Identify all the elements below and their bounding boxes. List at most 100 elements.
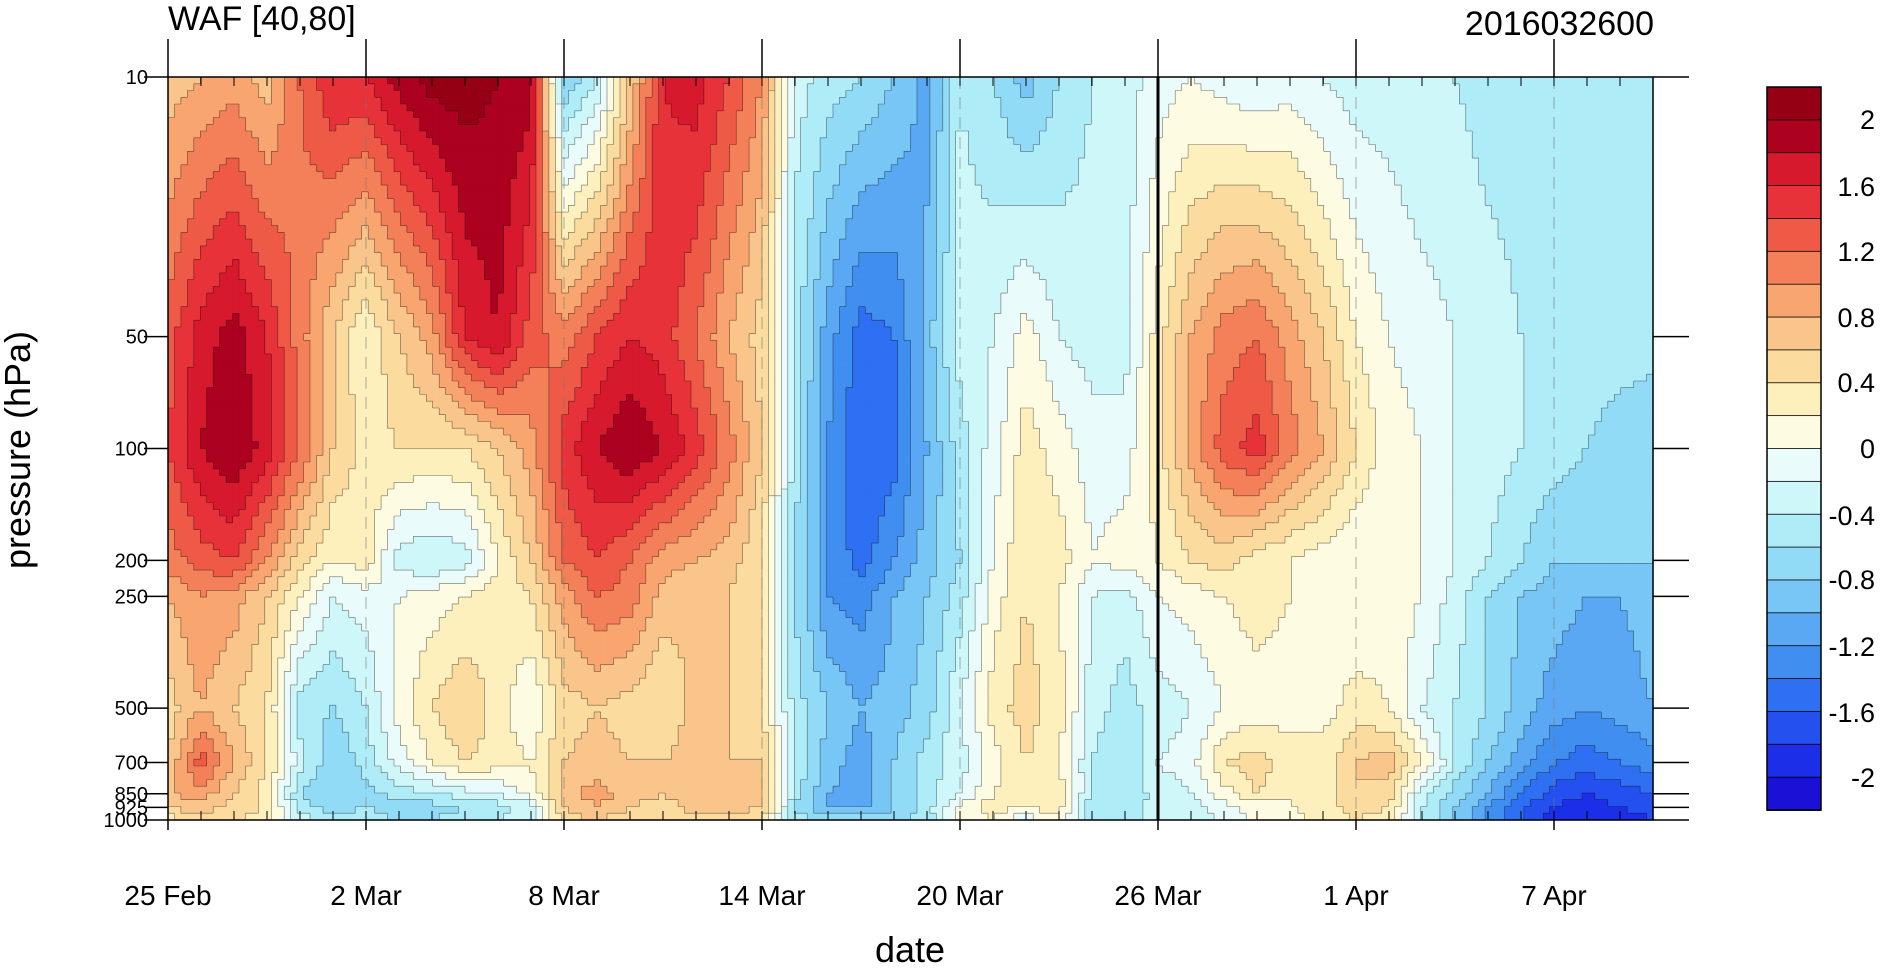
field-cell — [1001, 84, 1008, 91]
field-cell — [743, 172, 750, 179]
field-cell — [1143, 165, 1150, 172]
field-cell — [1408, 151, 1415, 158]
field-cell — [1485, 205, 1492, 212]
field-cell — [1233, 199, 1240, 206]
field-cell — [801, 172, 808, 179]
field-cell — [168, 124, 175, 131]
field-cell — [1214, 199, 1221, 206]
field-cell — [1414, 192, 1421, 199]
field-cell — [1208, 97, 1215, 104]
field-cell — [665, 145, 672, 152]
field-cell — [194, 165, 201, 172]
field-cell — [1027, 84, 1034, 91]
field-cell — [1330, 165, 1337, 172]
field-cell — [562, 138, 569, 145]
field-cell — [1136, 158, 1143, 165]
field-cell — [1001, 165, 1008, 172]
field-cell — [1059, 151, 1066, 158]
field-cell — [762, 158, 769, 165]
field-cell — [1040, 219, 1047, 226]
field-cell — [762, 111, 769, 118]
field-cell — [1253, 124, 1260, 131]
field-cell — [1078, 178, 1085, 185]
field-cell — [878, 158, 885, 165]
field-cell — [1388, 145, 1395, 152]
field-cell — [258, 77, 265, 84]
field-cell — [465, 77, 472, 84]
field-cell — [975, 84, 982, 91]
field-cell — [1053, 205, 1060, 212]
field-cell — [788, 205, 795, 212]
field-cell — [601, 124, 608, 131]
field-cell — [400, 124, 407, 131]
field-cell — [1208, 124, 1215, 131]
field-cell — [646, 178, 653, 185]
field-cell — [594, 118, 601, 125]
field-cell — [685, 124, 692, 131]
field-cell — [1149, 192, 1156, 199]
field-cell — [646, 104, 653, 111]
field-cell — [1337, 84, 1344, 91]
field-cell — [601, 111, 608, 118]
field-cell — [1614, 172, 1621, 179]
field-cell — [1246, 84, 1253, 91]
field-cell — [1304, 118, 1311, 125]
field-cell — [1233, 165, 1240, 172]
field-cell — [930, 124, 937, 131]
field-cell — [659, 158, 666, 165]
field-cell — [471, 199, 478, 206]
field-cell — [762, 104, 769, 111]
field-cell — [413, 172, 420, 179]
field-cell — [949, 131, 956, 138]
field-cell — [1220, 104, 1227, 111]
field-cell — [1524, 104, 1531, 111]
field-cell — [1304, 212, 1311, 219]
field-cell — [1136, 91, 1143, 98]
field-cell — [278, 97, 285, 104]
field-cell — [329, 185, 336, 192]
field-cell — [659, 192, 666, 199]
field-cell — [407, 118, 414, 125]
field-cell — [439, 185, 446, 192]
field-cell — [717, 111, 724, 118]
field-cell — [174, 199, 181, 206]
field-cell — [168, 84, 175, 91]
field-cell — [1117, 205, 1124, 212]
field-cell — [1040, 124, 1047, 131]
field-cell — [336, 192, 343, 199]
field-cell — [588, 145, 595, 152]
field-cell — [911, 77, 918, 84]
field-cell — [1078, 192, 1085, 199]
field-cell — [1298, 118, 1305, 125]
field-cell — [1246, 138, 1253, 145]
field-cell — [400, 104, 407, 111]
field-cell — [446, 84, 453, 91]
field-cell — [1240, 77, 1247, 84]
field-cell — [284, 91, 291, 98]
field-cell — [1220, 178, 1227, 185]
field-cell — [1259, 212, 1266, 219]
field-cell — [1427, 104, 1434, 111]
field-cell — [814, 199, 821, 206]
field-cell — [1059, 145, 1066, 152]
field-cell — [704, 131, 711, 138]
field-cell — [368, 111, 375, 118]
field-cell — [1343, 77, 1350, 84]
field-cell — [1330, 77, 1337, 84]
field-cell — [1362, 145, 1369, 152]
field-cell — [1291, 178, 1298, 185]
field-cell — [982, 118, 989, 125]
field-cell — [1524, 84, 1531, 91]
field-cell — [194, 151, 201, 158]
field-cell — [297, 104, 304, 111]
field-cell — [736, 192, 743, 199]
field-cell — [375, 172, 382, 179]
field-cell — [723, 178, 730, 185]
field-cell — [1453, 111, 1460, 118]
field-cell — [1169, 165, 1176, 172]
field-cell — [898, 192, 905, 199]
field-cell — [581, 178, 588, 185]
field-cell — [420, 131, 427, 138]
field-cell — [174, 212, 181, 219]
field-cell — [839, 185, 846, 192]
